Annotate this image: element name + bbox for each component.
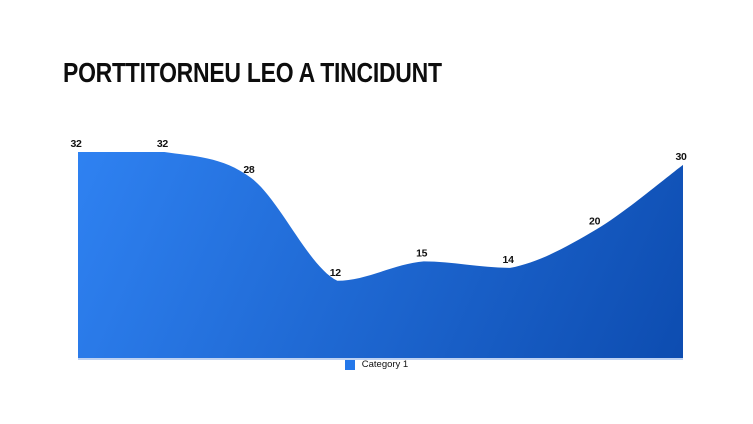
area-series-category-1 bbox=[78, 152, 683, 358]
data-label: 30 bbox=[675, 151, 687, 163]
data-label: 15 bbox=[416, 247, 428, 259]
chart-title: PORTTITORNEU LEO A TINCIDUNT bbox=[63, 57, 442, 88]
chart-legend: Category 1 bbox=[0, 360, 753, 370]
data-label: 20 bbox=[589, 215, 601, 227]
data-label: 28 bbox=[243, 164, 255, 176]
data-label: 12 bbox=[330, 267, 342, 279]
data-label: 32 bbox=[157, 138, 169, 150]
legend-swatch-category-1 bbox=[344, 360, 355, 370]
data-labels: 32 32 28 12 15 14 20 30 bbox=[70, 138, 687, 279]
data-label: 14 bbox=[503, 254, 515, 266]
legend-label-category-1: Category 1 bbox=[361, 359, 409, 370]
data-label: 32 bbox=[70, 138, 82, 150]
